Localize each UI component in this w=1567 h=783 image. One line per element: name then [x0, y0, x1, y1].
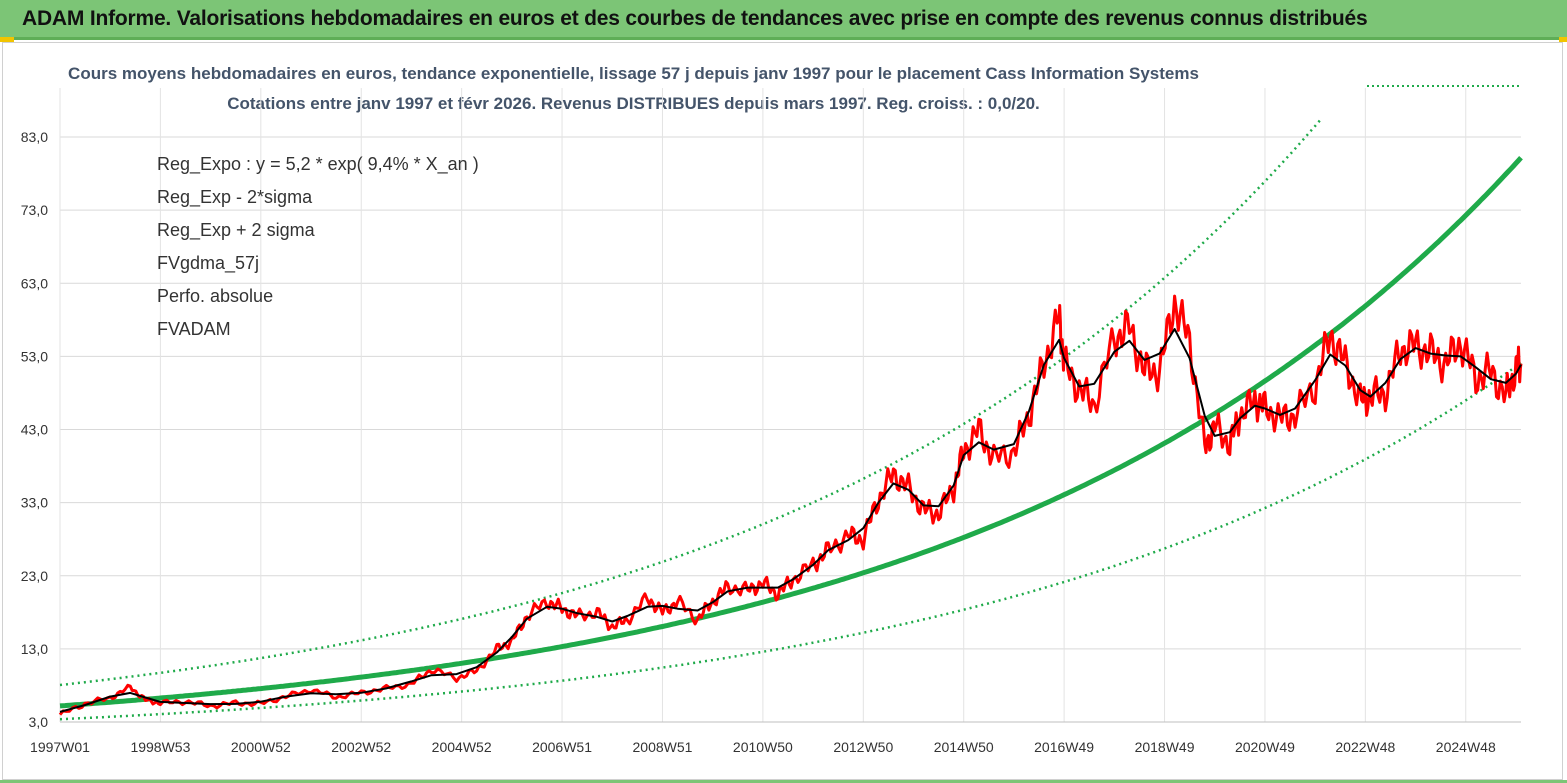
x-tick-label: 2002W52	[331, 739, 391, 755]
legend-label-fvadam: FVADAM	[157, 319, 231, 339]
x-tick-label: 2024W48	[1436, 739, 1496, 755]
y-tick-label: 53,0	[21, 348, 48, 364]
chart-title: Cours moyens hebdomadaires en euros, ten…	[68, 64, 1199, 83]
legend-item-reg-exp-plus: Reg_Exp + 2 sigma	[108, 220, 528, 244]
x-tick-label: 1997W01	[30, 739, 90, 755]
y-tick-label: 83,0	[21, 129, 48, 145]
legend-item-fvgdma: FVgdma_57j	[108, 253, 528, 277]
report-banner: ADAM Informe. Valorisations hebdomadaire…	[0, 0, 1567, 40]
y-tick-label: 33,0	[21, 495, 48, 511]
x-tick-label: 1998W53	[130, 739, 190, 755]
x-tick-label: 2000W52	[231, 739, 291, 755]
x-tick-label: 2006W51	[532, 739, 592, 755]
x-tick-label: 2010W50	[733, 739, 793, 755]
series-fvadam	[58, 294, 1523, 716]
x-tick-label: 2012W50	[833, 739, 893, 755]
legend-item-reg-exp-minus: Reg_Exp - 2*sigma	[108, 187, 528, 211]
x-tick-label: 2016W49	[1034, 739, 1094, 755]
x-tick-label: 2022W48	[1335, 739, 1395, 755]
y-tick-label: 43,0	[21, 422, 48, 438]
legend-label-reg-exp-minus: Reg_Exp - 2*sigma	[157, 187, 313, 207]
x-tick-label: 2014W50	[934, 739, 994, 755]
legend-label-reg-exp-plus: Reg_Exp + 2 sigma	[157, 220, 315, 240]
y-tick-label: 3,0	[29, 714, 49, 730]
y-tick-label: 13,0	[21, 641, 48, 657]
legend-label-perfo: Perfo. absolue	[157, 286, 274, 306]
banner-accent-left	[0, 37, 14, 42]
series-fvgdma-57j	[59, 328, 1522, 713]
legend-label-reg-expo: Reg_Expo : y = 5,2 * exp( 9,4% * X_an )	[157, 154, 479, 174]
y-tick-label: 73,0	[21, 202, 48, 218]
banner-accent-right	[1559, 37, 1567, 42]
legend-item-perfo: Perfo. absolue	[108, 286, 528, 310]
y-tick-label: 23,0	[21, 568, 48, 584]
legend-label-fvgdma: FVgdma_57j	[157, 253, 260, 273]
bottom-accent-bar	[0, 780, 1567, 783]
y-tick-label: 63,0	[21, 275, 48, 291]
axis-layer: 83,0 73,0 63,0 53,0 43,0 33,0 23,0 13,0 3,0 1997W…	[21, 129, 1521, 755]
legend-item-reg-expo: Reg_Expo : y = 5,2 * exp( 9,4% * X_an )	[108, 154, 528, 178]
chart-subtitle: Cotations entre janv 1997 et févr 2026. …	[227, 94, 1040, 113]
x-tick-label: 2004W52	[432, 739, 492, 755]
x-tick-label: 2018W49	[1135, 739, 1195, 755]
chart-frame	[2, 42, 1563, 780]
series-layer	[58, 119, 1523, 721]
series-reg-exp-minus-2sigma	[59, 361, 1522, 721]
title-dotted-line	[1367, 85, 1519, 87]
grid-layer	[59, 88, 1521, 723]
x-tick-label: 2008W51	[633, 739, 693, 755]
x-tick-label: 2020W49	[1235, 739, 1295, 755]
report-title: ADAM Informe. Valorisations hebdomadaire…	[22, 7, 1368, 30]
series-reg-expo	[59, 156, 1523, 709]
legend-item-fvadam: FVADAM	[108, 319, 528, 343]
